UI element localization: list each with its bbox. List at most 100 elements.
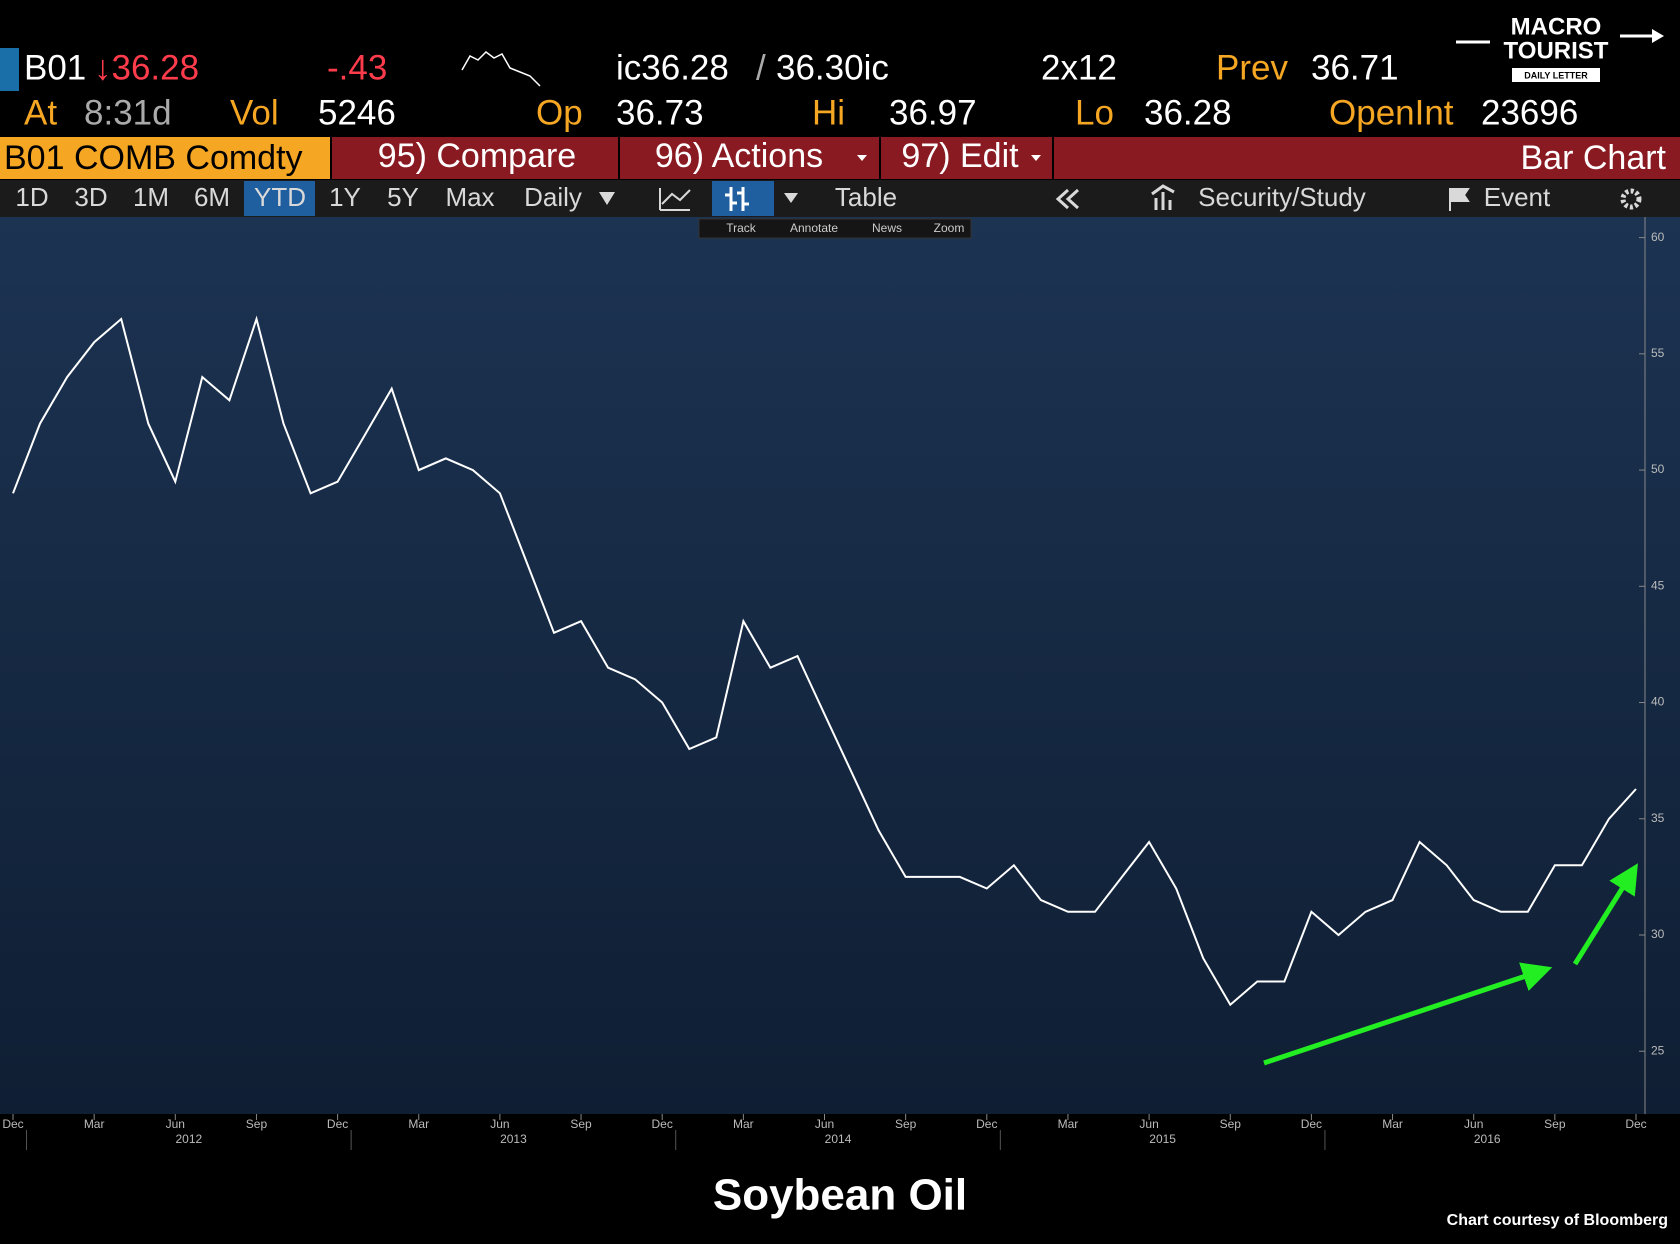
period-button[interactable]: 1M <box>133 182 169 212</box>
oi: 23696 <box>1481 93 1578 132</box>
vol-label: Vol <box>230 93 279 132</box>
high-label: Hi <box>812 93 845 132</box>
quote-header: B01 ↓36.28 -.43 ic36.28 / 36.30ic 2x12 P… <box>24 48 1578 132</box>
period-active <box>244 181 315 216</box>
y-tick-label: 45 <box>1651 578 1665 592</box>
prev-label: Prev <box>1216 48 1288 87</box>
dropdown-caret <box>599 192 615 205</box>
plot-area <box>0 217 1680 1114</box>
subtool[interactable]: Track <box>726 221 757 235</box>
year-label: 2012 <box>175 1132 202 1146</box>
annotation-arrow <box>1572 863 1638 966</box>
x-tick-label: Mar <box>408 1117 429 1131</box>
slash: / <box>756 48 766 87</box>
function-bar <box>332 137 1680 179</box>
subtools: Track Annotate News Zoom <box>726 221 964 235</box>
table-button[interactable]: Table <box>835 182 897 212</box>
separators <box>618 137 1054 179</box>
y-tick-label: 40 <box>1651 695 1665 709</box>
high: 36.97 <box>889 93 977 132</box>
x-tick-label: Dec <box>2 1117 23 1131</box>
prev: 36.71 <box>1311 48 1399 87</box>
annotation-arrow <box>1263 962 1553 1066</box>
subtool[interactable]: Annotate <box>790 221 838 235</box>
period-button[interactable]: 5Y <box>387 182 419 212</box>
year-label: 2016 <box>1474 1132 1501 1146</box>
subtool[interactable]: News <box>872 221 902 235</box>
low: 36.28 <box>1144 93 1232 132</box>
logo: MACRO TOURIST DAILY LETTER <box>1456 13 1664 82</box>
view-label: Bar Chart <box>1521 139 1667 177</box>
price-line <box>12 315 1637 1007</box>
y-tick-label: 35 <box>1651 811 1665 825</box>
x-tick-label: Sep <box>570 1117 592 1131</box>
x-tick-label: Dec <box>1301 1117 1322 1131</box>
dropdown-caret[interactable] <box>784 193 798 203</box>
bid: ic36.28 <box>616 48 729 87</box>
caption: Soybean Oil <box>713 1171 967 1220</box>
period-button[interactable]: 3D <box>74 182 107 212</box>
open: 36.73 <box>616 93 704 132</box>
last-price: ↓36.28 <box>94 48 199 87</box>
x-tick-label: Mar <box>1382 1117 1403 1131</box>
x-tick-label: Sep <box>895 1117 917 1131</box>
year-label: 2015 <box>1149 1132 1176 1146</box>
bar-icon <box>725 187 749 211</box>
period-button[interactable]: Max <box>445 182 494 212</box>
period-button[interactable]: 1Y <box>329 182 361 212</box>
y-tick-label: 30 <box>1651 927 1665 941</box>
status-block <box>0 48 19 91</box>
x-tick-label: Sep <box>1220 1117 1242 1131</box>
ticker: B01 <box>24 48 86 87</box>
x-tick-label: Sep <box>1544 1117 1566 1131</box>
x-tick-label: Mar <box>1058 1117 1079 1131</box>
oi-label: OpenInt <box>1329 93 1454 132</box>
x-tick-label: Dec <box>976 1117 997 1131</box>
period-button[interactable]: YTD <box>254 182 306 212</box>
change: -.43 <box>327 48 387 87</box>
menu-actions[interactable]: 96) Actions <box>655 137 823 175</box>
period-buttons: 1D 3D 1M 6M YTD 1Y 5Y Max <box>15 181 495 216</box>
vol: 5246 <box>318 93 396 132</box>
year-label: 2013 <box>500 1132 527 1146</box>
x-tick-label: Jun <box>815 1117 834 1131</box>
x-tick-label: Mar <box>84 1117 105 1131</box>
chart: 25 30 35 40 45 50 55 60 Dec Mar Jun Sep Dec Mar Jun Sep… <box>2 230 1665 1150</box>
year-label: 2014 <box>825 1132 852 1146</box>
y-tick-label: 60 <box>1651 230 1665 244</box>
x-tick-label: Jun <box>1464 1117 1483 1131</box>
security-box[interactable] <box>0 137 330 179</box>
collapse-icon[interactable] <box>1055 188 1080 210</box>
x-tick-label: Dec <box>327 1117 348 1131</box>
menu-compare[interactable]: 95) Compare <box>378 137 576 175</box>
security: B01 COMB Comdty <box>4 139 303 177</box>
x-tick-label: Mar <box>733 1117 754 1131</box>
size: 2x12 <box>1041 48 1117 87</box>
flag-icon <box>1449 188 1470 211</box>
x-tick-label: Dec <box>652 1117 673 1131</box>
x-tick-label: Sep <box>246 1117 268 1131</box>
logo-arrow <box>1652 29 1664 43</box>
event-button[interactable]: Event <box>1484 182 1551 212</box>
subtool-strip <box>698 218 972 239</box>
study-button[interactable]: Security/Study <box>1198 182 1366 212</box>
settings-icon[interactable] <box>1620 188 1642 210</box>
low-label: Lo <box>1075 93 1114 132</box>
time-label: At <box>24 93 57 132</box>
line-icon[interactable] <box>659 188 691 211</box>
period-button[interactable]: 1D <box>15 182 48 212</box>
frequency[interactable]: Daily <box>524 182 582 212</box>
subtool[interactable]: Zoom <box>934 221 965 235</box>
x-tick-label: Jun <box>490 1117 509 1131</box>
y-tick-label: 50 <box>1651 462 1665 476</box>
logo-line: DAILY LETTER <box>1524 70 1588 80</box>
period-button[interactable]: 6M <box>194 182 230 212</box>
x-tick-label: Jun <box>166 1117 185 1131</box>
y-tick-label: 25 <box>1651 1043 1665 1057</box>
time: 8:31d <box>84 93 172 132</box>
x-tick-label: Dec <box>1625 1117 1646 1131</box>
menu-edit[interactable]: 97) Edit <box>901 137 1019 175</box>
logo-band <box>1512 68 1600 82</box>
dropdown-caret <box>857 155 867 161</box>
